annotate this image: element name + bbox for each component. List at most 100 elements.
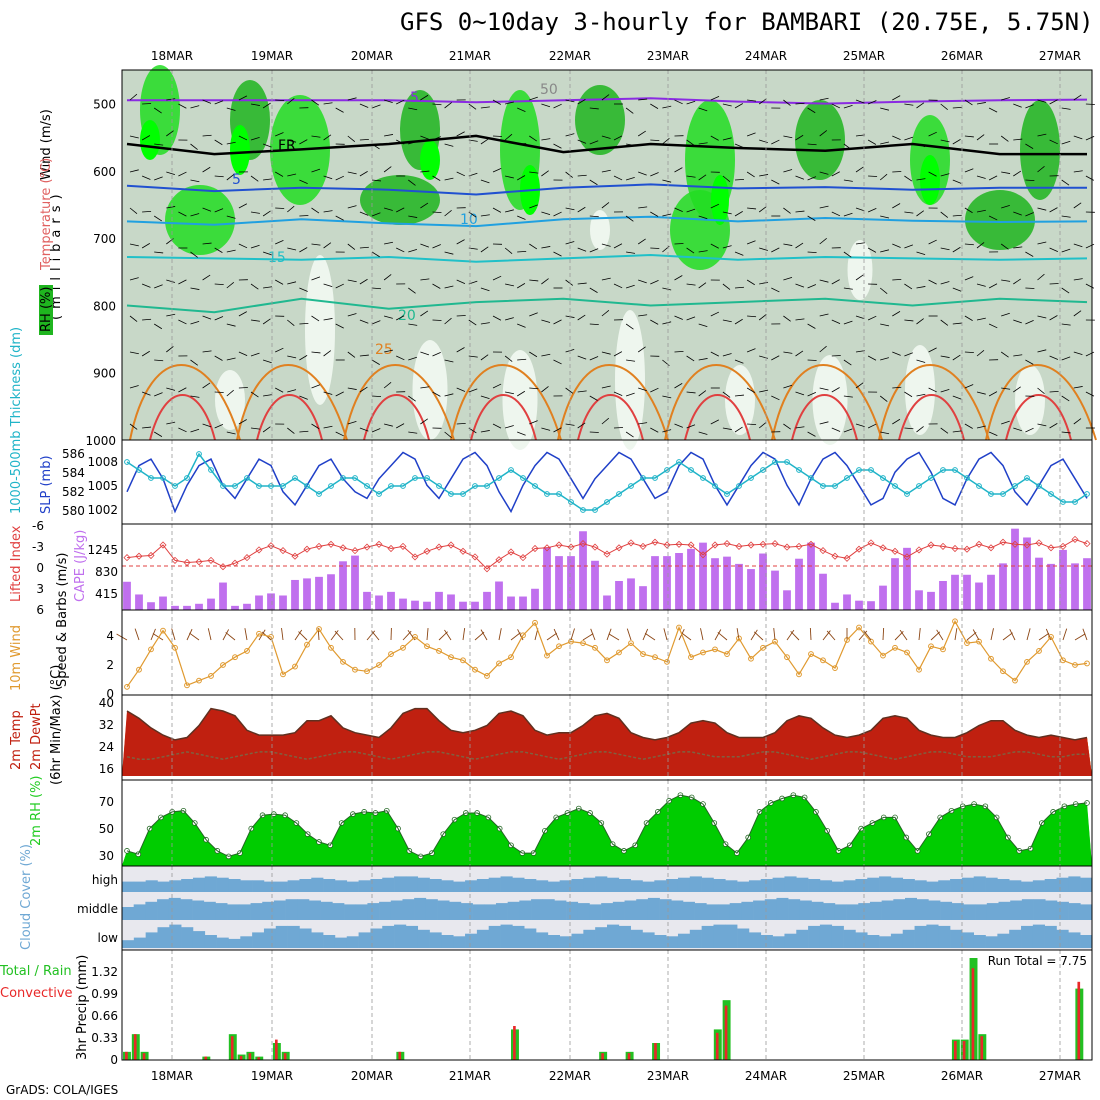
cloud-middle-bar: [157, 899, 170, 920]
cloud-high-bar: [417, 877, 430, 892]
cape-bar: [195, 603, 203, 610]
cloud-middle-bar: [192, 900, 205, 920]
cape-bar: [987, 574, 995, 610]
thickness-point: [304, 483, 310, 489]
wind-barb: [190, 428, 200, 433]
wind-barb-10m: [244, 628, 248, 641]
wind-barb: [517, 107, 526, 113]
wind-barb: [916, 210, 925, 217]
cape-bar: [999, 563, 1007, 610]
cloud-low-bar: [748, 932, 762, 948]
cloud-low-bar: [737, 928, 750, 948]
wind-barb: [226, 249, 236, 253]
cape-bar: [1047, 563, 1055, 610]
cloud-low-bar: [476, 929, 490, 948]
wind-barb: [831, 427, 841, 432]
wind-barb: [287, 389, 297, 393]
wind-barb: [190, 105, 200, 109]
precip-total-label: Total / Rain: [0, 964, 72, 979]
contour-label: 20: [398, 308, 416, 324]
lifted-point: [243, 554, 251, 562]
cloud-low-bar: [547, 935, 560, 948]
wind-barb: [444, 431, 452, 438]
wind-barb: [444, 393, 454, 397]
wind-barb: [855, 350, 865, 353]
cloud-high-bar: [879, 876, 892, 892]
cloud-middle-bar: [495, 903, 508, 920]
wind-barb: [964, 423, 973, 429]
cloud-high-bar: [441, 880, 454, 892]
wind-barb: [698, 215, 708, 220]
thickness-point: [508, 467, 514, 473]
thickness-point: [664, 467, 670, 473]
wind-barb: [287, 319, 295, 326]
wind-speed-point: [328, 644, 334, 651]
wind-barb: [178, 103, 187, 109]
cloud-high-bar: [583, 877, 596, 892]
cloud-high-bar: [181, 879, 194, 892]
cape-bar: [267, 593, 275, 610]
wind-barb: [710, 95, 720, 101]
lifted-point: [255, 546, 263, 554]
wind-barb: [698, 174, 707, 181]
wind-barb: [323, 102, 333, 105]
wind-barb: [287, 355, 297, 359]
wind-barb: [408, 107, 418, 111]
wind-barb: [154, 143, 164, 146]
wind-barb: [601, 243, 611, 247]
cloud-middle-bar: [1056, 901, 1069, 920]
wind-speed-point: [664, 658, 670, 665]
wind-barb: [662, 179, 672, 183]
thickness-tick-label: 586: [62, 447, 85, 461]
wind-barb: [529, 420, 538, 425]
wind-barb: [250, 136, 260, 141]
date-label-top: 18MAR: [151, 49, 193, 63]
wind-barb: [758, 422, 767, 429]
cloud-high-bar: [938, 880, 951, 892]
wind-speed-point: [928, 643, 934, 650]
wind-barb: [129, 423, 138, 430]
cape-axis-label: CAPE (J/kg): [73, 530, 88, 602]
cloud-middle-bar: [753, 900, 766, 920]
wind-barb: [819, 421, 829, 425]
wind-barb: [988, 323, 998, 329]
wind-barb: [734, 103, 743, 109]
wind-barb: [262, 318, 271, 325]
wind-barb: [480, 322, 490, 325]
wind-barb: [250, 283, 259, 290]
wind-barb: [940, 103, 948, 110]
wind-barb: [250, 391, 259, 398]
wind-barb: [722, 319, 732, 323]
wind-barb: [359, 138, 369, 141]
cape-bar: [615, 580, 623, 610]
wind-barb: [976, 425, 986, 429]
wind-barb: [444, 143, 454, 147]
cloud-middle-bar: [624, 900, 637, 920]
lifted-point: [231, 559, 239, 567]
cloud-middle-bar: [612, 901, 625, 920]
wind-barb: [504, 355, 513, 362]
wind-barb: [928, 387, 937, 393]
contour-10: [126, 215, 1088, 228]
wind-barb: [432, 211, 442, 214]
cloud-middle-bar: [718, 904, 731, 920]
wind-barb: [153, 215, 162, 222]
wind-barb-10m: [582, 633, 594, 641]
wind-barb: [432, 391, 441, 397]
wind-barb: [250, 352, 260, 357]
wind-barb: [383, 207, 393, 211]
wind-barb: [807, 143, 817, 146]
wind-barb-10m: [1009, 629, 1016, 641]
wind-barb: [722, 103, 732, 107]
cloud-high-bar: [252, 880, 265, 892]
contour-30: [684, 394, 751, 441]
wind-barb: [396, 99, 405, 105]
wind-barb: [335, 107, 344, 113]
rh-label: RH (%): [39, 287, 54, 332]
cape-bar: [243, 603, 251, 610]
wind-barb: [976, 209, 986, 213]
cloud-high-bar: [926, 881, 939, 892]
wind-barb: [722, 245, 732, 249]
cloud-high-bar: [843, 880, 856, 892]
wind-barb: [1013, 354, 1023, 357]
